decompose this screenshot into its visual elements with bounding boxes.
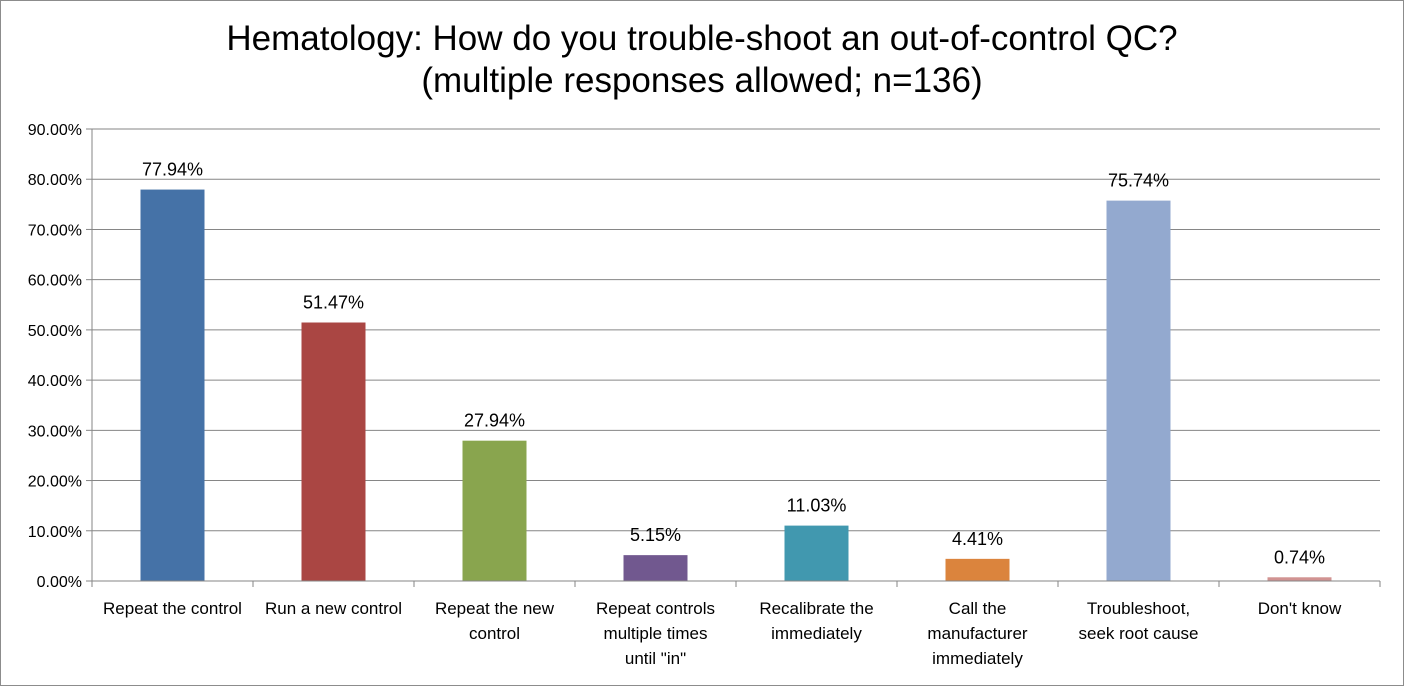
bar <box>1267 577 1332 581</box>
data-label: 77.94% <box>142 160 203 180</box>
bars <box>140 189 1332 581</box>
bar <box>784 525 849 581</box>
bar <box>140 189 205 581</box>
bar <box>1106 200 1171 581</box>
y-axis-ticks: 0.00% 10.00% 20.00% 30.00% 40.00% 50.00% 60.00… <box>28 122 92 591</box>
y-tick-label: 70.00% <box>28 222 82 239</box>
chart-title-line2: (multiple responses allowed; n=136) <box>421 61 983 100</box>
category-label: Repeat controls multiple times until "in" <box>596 599 715 668</box>
chart-title: Hematology: How do you trouble-shoot an … <box>0 18 1404 102</box>
y-tick-label: 80.00% <box>28 172 82 189</box>
category-label: Run a new control <box>265 599 402 618</box>
data-labels: 77.94% 51.47% 27.94% 5.15% 11.03% 4.41% 75.74%… <box>142 160 1325 568</box>
data-label: 27.94% <box>464 411 525 431</box>
category-label: Repeat the control <box>103 599 242 618</box>
y-tick-label: 20.00% <box>28 474 82 491</box>
category-labels: Repeat the control Run a new control Repea… <box>103 599 1342 668</box>
y-tick-label: 50.00% <box>28 323 82 340</box>
data-label: 5.15% <box>630 525 681 545</box>
category-label: Recalibrate the immediately <box>759 599 873 643</box>
category-label: Troubleshoot, seek root cause <box>1078 599 1198 643</box>
chart-title-line1: Hematology: How do you trouble-shoot an … <box>226 19 1178 58</box>
data-label: 0.74% <box>1274 547 1325 567</box>
y-tick-label: 40.00% <box>28 373 82 390</box>
data-label: 75.74% <box>1108 171 1169 191</box>
axes <box>91 129 1381 587</box>
y-tick-label: 30.00% <box>28 423 82 440</box>
y-tick-label: 0.00% <box>37 574 82 591</box>
category-label: Repeat the new control <box>435 599 555 643</box>
bar <box>623 555 688 581</box>
data-label: 4.41% <box>952 529 1003 549</box>
gridlines <box>92 128 1380 532</box>
category-label: Call the manufacturer immediately <box>927 599 1027 668</box>
category-label: Don't know <box>1258 599 1342 618</box>
bar <box>301 322 366 581</box>
data-label: 11.03% <box>787 496 847 516</box>
bar <box>462 440 527 581</box>
bar <box>945 558 1010 581</box>
y-tick-label: 90.00% <box>28 122 82 139</box>
data-label: 51.47% <box>303 293 364 313</box>
y-tick-label: 60.00% <box>28 273 82 290</box>
y-tick-label: 10.00% <box>28 524 82 541</box>
